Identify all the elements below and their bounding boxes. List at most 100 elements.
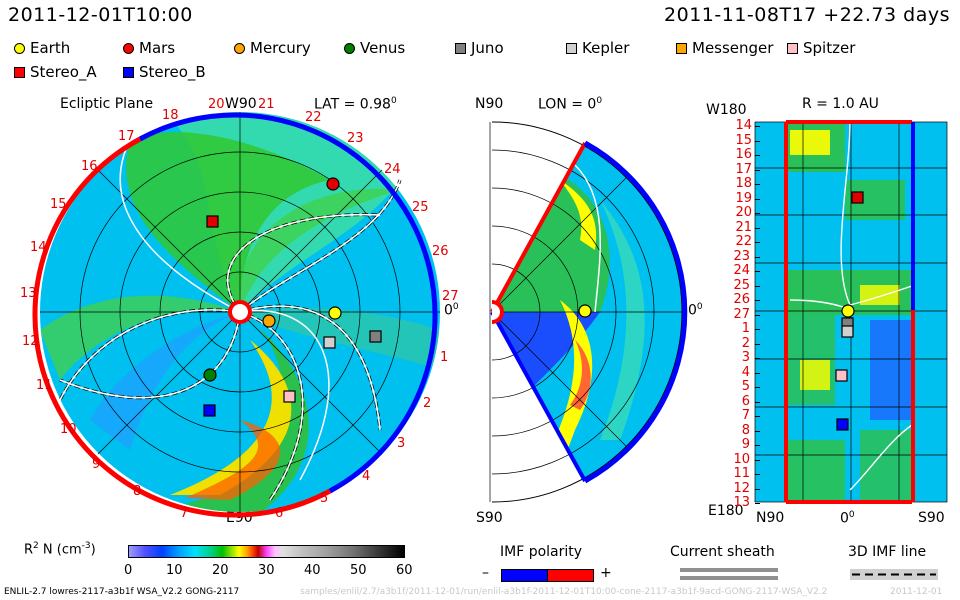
radial-row-label: 12 — [733, 480, 750, 496]
radial-row-tick — [755, 416, 760, 417]
radial-row-tick — [755, 401, 760, 403]
colorbar-tick: 60 — [396, 563, 413, 578]
radial-row-tick — [755, 343, 760, 345]
radial-row-tick — [755, 387, 760, 388]
messenger-marker-icon — [676, 42, 687, 54]
kepler-marker-icon — [566, 42, 577, 54]
carrington-number: 1 — [440, 350, 449, 365]
radial-stereo-a-marker — [851, 191, 864, 204]
carrington-number: 10 — [60, 422, 77, 437]
carrington-number: 14 — [30, 240, 47, 255]
stereo-b-marker-icon — [123, 66, 134, 78]
carrington-number: 3 — [397, 436, 406, 451]
radial-row-label: 16 — [735, 147, 752, 162]
model-datetime: 2011-12-01T10:00 — [8, 4, 193, 26]
meridional-sun-icon — [491, 300, 504, 324]
meridional-earth-marker — [578, 304, 592, 318]
imf-minus-label: – — [482, 565, 489, 581]
ecliptic-top-label: W90 — [225, 96, 257, 112]
carrington-number: 15 — [50, 197, 67, 212]
carrington-number: 9 — [92, 457, 101, 472]
run-date-footer: 2011-12-01 — [890, 587, 943, 597]
carrington-number: 21 — [258, 97, 275, 112]
meridional-grid — [489, 121, 683, 503]
mercury-marker-icon — [234, 42, 245, 54]
carrington-number: 16 — [81, 159, 98, 174]
radial-row-tick — [755, 329, 760, 330]
carrington-number: 23 — [347, 131, 364, 146]
spitzer-marker-icon — [787, 42, 798, 54]
legend-mercury: Mercury — [234, 39, 311, 57]
legend-earth: Earth — [14, 39, 70, 57]
radial-row-label: 11 — [733, 466, 750, 481]
carrington-number: 25 — [412, 200, 429, 215]
radial-row-tick — [755, 126, 760, 127]
radial-row-tick — [755, 155, 760, 156]
radial-row-label: 17 — [735, 161, 752, 177]
radial-row-label: 6 — [741, 393, 750, 409]
radial-row-tick — [755, 285, 760, 287]
radial-row-label: 14 — [735, 118, 752, 133]
stereo-a-marker — [206, 215, 219, 228]
radial-row-tick — [755, 358, 760, 359]
carrington-number: 13 — [20, 286, 37, 301]
ecliptic-rim-positive — [138, 112, 438, 494]
radial-spitzer-marker — [835, 369, 848, 382]
colorbar-tick: 30 — [258, 563, 275, 578]
ecliptic-title: Ecliptic Plane — [60, 96, 154, 112]
radial-earth-marker — [841, 304, 855, 318]
radial-row-tick — [755, 198, 760, 200]
radial-row-label: 19 — [735, 190, 752, 206]
legend-messenger: Messenger — [676, 39, 773, 57]
meridional-edge-south — [490, 311, 587, 482]
radial-stereo-b-marker — [836, 418, 849, 431]
legend-juno: Juno — [455, 39, 504, 57]
radial-row-label: 22 — [735, 234, 752, 249]
radial-row-label: 15 — [735, 132, 752, 148]
radial-row-tick — [755, 445, 760, 446]
radial-row-tick — [755, 140, 760, 142]
carrington-number: 6 — [275, 506, 284, 521]
meridional-current-sheath — [574, 164, 601, 313]
legend-spitzer: Spitzer — [787, 39, 855, 57]
ecliptic-right-label: 00 — [444, 302, 459, 319]
radial-top-left-label: W180 — [706, 102, 747, 118]
radial-row-tick — [755, 256, 760, 258]
carrington-number: 17 — [118, 129, 135, 144]
radial-row-label: 10 — [733, 451, 750, 467]
radial-row-label: 9 — [741, 437, 750, 452]
meridional-lon-label: LON = 00 — [538, 96, 603, 113]
kepler-marker — [323, 336, 336, 349]
radial-row-label: 18 — [735, 176, 752, 191]
radial-row-tick — [755, 227, 760, 229]
radial-row-tick — [755, 184, 760, 185]
radial-row-label: 3 — [741, 350, 750, 365]
run-path-footer: samples/enlil/2.7/a3b1f/2011-12-01/run/e… — [300, 587, 828, 597]
venus-marker-icon — [344, 42, 355, 54]
radial-kepler-marker — [841, 325, 854, 338]
mars-marker-icon — [123, 42, 134, 54]
imf-line-label: 3D IMF line — [848, 544, 927, 560]
radial-row-label: 13 — [733, 495, 750, 510]
juno-marker-icon — [455, 42, 466, 54]
carrington-number: 8 — [133, 484, 142, 499]
imf-polarity-label: IMF polarity — [500, 544, 583, 560]
radial-row-tick — [755, 300, 760, 301]
carrington-number: 24 — [384, 162, 401, 177]
colorbar-tick: 20 — [212, 563, 229, 578]
ecliptic-lat-label: LAT = 0.980 — [314, 96, 397, 113]
radial-row-label: 21 — [735, 219, 752, 235]
legend-venus: Venus — [344, 39, 405, 57]
legend-kepler: Kepler — [566, 39, 629, 57]
legend-stereo-a: Stereo_A — [14, 63, 97, 81]
radial-row-tick — [755, 503, 760, 504]
meridional-edge-north — [490, 142, 587, 313]
spitzer-marker — [283, 390, 296, 403]
run-datetime: 2011-11-08T17 +22.73 days — [664, 4, 950, 26]
ecliptic-current-sheath — [119, 139, 330, 481]
carrington-number: 5 — [320, 491, 329, 506]
juno-marker — [369, 330, 382, 343]
